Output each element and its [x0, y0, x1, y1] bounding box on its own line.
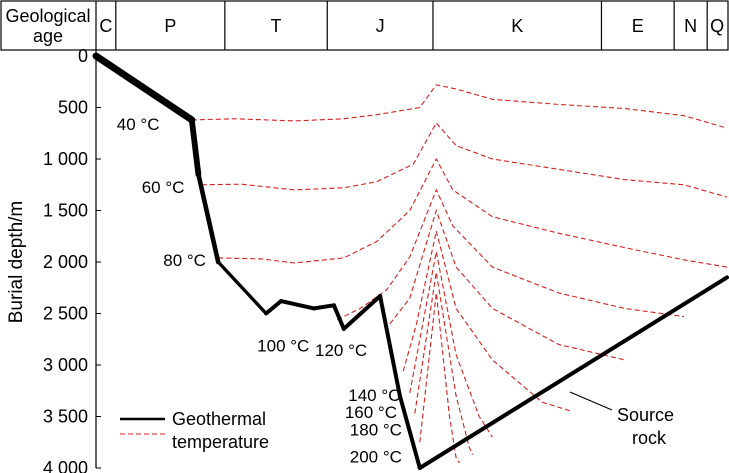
period-label: K	[511, 16, 523, 36]
burial-curve-segment	[417, 275, 729, 470]
y-axis-ticks: 0 500 1 000 1 500 2 000 2 500 3 000 3 500 4 000	[43, 46, 101, 473]
burial-curve-segment	[188, 117, 202, 178]
isotherm-line	[336, 188, 685, 321]
isotherm-line	[389, 208, 625, 361]
isotherm-label: 40 °C	[117, 115, 160, 134]
isotherm-line	[191, 84, 728, 129]
source-rock-label-line2: rock	[632, 428, 667, 448]
y-tick-label: 1 500	[43, 201, 88, 221]
burial-curve-segment	[92, 52, 196, 124]
isotherm-label: 60 °C	[142, 178, 185, 197]
isotherm-line	[201, 122, 728, 198]
isotherm-label: 80 °C	[163, 251, 206, 270]
legend: Geothermal temperature	[120, 409, 269, 452]
isotherm-label: 180 °C	[350, 420, 402, 439]
period-label: C	[99, 16, 112, 36]
header-label-line2: age	[33, 26, 63, 46]
burial-curve-segment	[312, 303, 336, 311]
y-tick-label: 3 500	[43, 407, 88, 427]
isotherm-label: 160 °C	[345, 403, 397, 422]
isotherm-line	[414, 272, 474, 455]
y-tick-label: 3 000	[43, 355, 88, 375]
y-tick-label: 1 000	[43, 149, 88, 169]
source-rock-label-line1: Source	[617, 405, 674, 425]
period-label: N	[684, 16, 697, 36]
burial-curve-segment	[196, 172, 221, 265]
geologic-age-header	[0, 0, 729, 51]
isotherm-label: 120 °C	[315, 341, 367, 360]
legend-line1: Geothermal	[172, 409, 266, 429]
burial-curve-segment	[216, 260, 268, 316]
header-label-line1: Geological	[5, 6, 90, 26]
isotherm-label: 100 °C	[257, 337, 309, 356]
legend-line2: temperature	[172, 432, 269, 452]
burial-curve-segment	[378, 294, 402, 398]
burial-curve-segment	[279, 299, 316, 311]
burial-curve-segment	[264, 299, 283, 316]
period-label: J	[376, 16, 385, 36]
period-label: E	[632, 16, 644, 36]
y-tick-label: 500	[58, 98, 88, 118]
source-rock-leader	[569, 391, 613, 411]
isotherm-line	[402, 230, 572, 412]
y-tick-label: 2 500	[43, 304, 88, 324]
y-tick-label: 2 000	[43, 252, 88, 272]
burial-curve-segment	[341, 294, 383, 331]
y-tick-label: 0	[78, 46, 88, 66]
isotherm-lines	[191, 84, 728, 464]
burial-curve-segment	[397, 393, 422, 470]
period-label: Q	[710, 16, 724, 36]
isotherm-line	[409, 251, 493, 438]
y-axis-title: Burial depth/m	[6, 201, 27, 324]
period-label: P	[164, 16, 176, 36]
y-tick-label: 4 000	[43, 458, 88, 473]
isotherm-line	[218, 157, 728, 268]
source-rock-annotation: Source rock	[569, 391, 674, 448]
period-label: T	[271, 16, 282, 36]
isotherm-label: 140 °C	[348, 386, 400, 405]
isotherm-line	[419, 292, 460, 464]
burial-curve-segment	[331, 303, 346, 331]
burial-curve-group	[92, 52, 729, 470]
isotherm-label: 200 °C	[350, 447, 402, 466]
